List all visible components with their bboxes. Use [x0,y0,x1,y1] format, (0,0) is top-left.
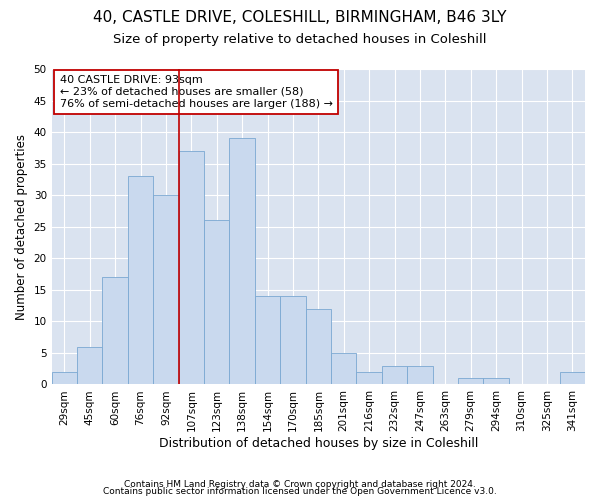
Text: 40, CASTLE DRIVE, COLESHILL, BIRMINGHAM, B46 3LY: 40, CASTLE DRIVE, COLESHILL, BIRMINGHAM,… [93,10,507,25]
Text: 40 CASTLE DRIVE: 93sqm
← 23% of detached houses are smaller (58)
76% of semi-det: 40 CASTLE DRIVE: 93sqm ← 23% of detached… [60,76,333,108]
Bar [103,277,128,384]
Text: Contains public sector information licensed under the Open Government Licence v3: Contains public sector information licen… [103,488,497,496]
Bar [179,151,204,384]
Bar [153,195,179,384]
Bar [560,372,585,384]
Bar [305,308,331,384]
Bar [458,378,484,384]
X-axis label: Distribution of detached houses by size in Coleshill: Distribution of detached houses by size … [158,437,478,450]
Text: Size of property relative to detached houses in Coleshill: Size of property relative to detached ho… [113,32,487,46]
Bar [128,176,153,384]
Bar [356,372,382,384]
Bar [407,366,433,384]
Bar [382,366,407,384]
Text: Contains HM Land Registry data © Crown copyright and database right 2024.: Contains HM Land Registry data © Crown c… [124,480,476,489]
Bar [255,296,280,384]
Bar [229,138,255,384]
Bar [484,378,509,384]
Bar [52,372,77,384]
Bar [331,353,356,384]
Y-axis label: Number of detached properties: Number of detached properties [15,134,28,320]
Bar [280,296,305,384]
Bar [77,346,103,385]
Bar [204,220,229,384]
